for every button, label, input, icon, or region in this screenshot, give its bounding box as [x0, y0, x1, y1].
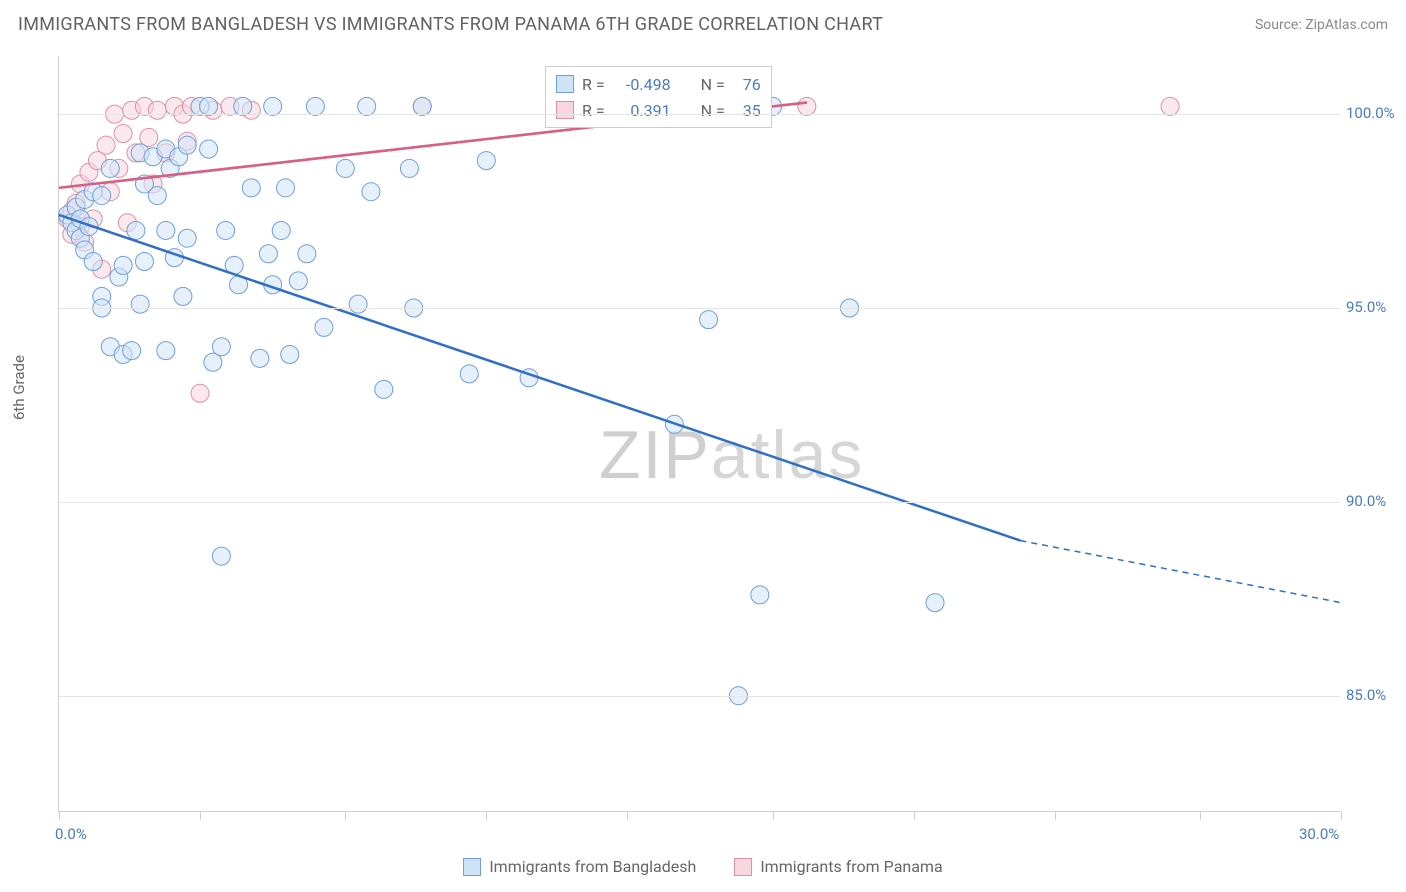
data-point — [264, 97, 282, 115]
data-point — [178, 136, 196, 154]
swatch-panama-small — [556, 101, 574, 119]
fit-line-extrapolated — [1021, 541, 1342, 603]
correlation-stats-box: R = -0.498 N = 76 R = 0.391 N = 35 — [545, 66, 772, 128]
plot-area: ZIPatlas R = -0.498 N = 76 R = 0.391 N =… — [58, 56, 1340, 812]
swatch-bangladesh-small — [556, 75, 574, 93]
r-label: R = — [582, 101, 605, 120]
data-point — [178, 229, 196, 247]
data-point — [212, 338, 230, 356]
data-point — [251, 349, 269, 367]
gridline — [59, 114, 1340, 115]
data-point — [358, 97, 376, 115]
data-point — [460, 365, 478, 383]
n-value-bangladesh: 76 — [733, 75, 761, 94]
x-tick-label: 0.0% — [55, 825, 87, 843]
data-point — [242, 179, 260, 197]
data-point — [191, 384, 209, 402]
gridline — [59, 502, 1340, 503]
y-tick-label: 100.0% — [1346, 104, 1402, 122]
data-point — [276, 179, 294, 197]
data-point — [157, 342, 175, 360]
r-label: R = — [582, 75, 605, 94]
y-tick-label: 95.0% — [1346, 298, 1402, 316]
legend-item-bangladesh: Immigrants from Bangladesh — [463, 857, 696, 876]
x-tick-label: 30.0% — [1299, 825, 1339, 843]
x-tick — [59, 811, 60, 820]
data-point — [93, 187, 111, 205]
data-point — [114, 256, 132, 274]
n-label: N = — [701, 101, 725, 120]
data-point — [272, 221, 290, 239]
data-point — [127, 221, 145, 239]
r-value-bangladesh: -0.498 — [613, 75, 671, 94]
swatch-bangladesh — [463, 858, 481, 876]
data-point — [700, 311, 718, 329]
data-point — [259, 245, 277, 263]
data-point — [114, 125, 132, 143]
data-point — [1161, 97, 1179, 115]
source-attribution: Source: ZipAtlas.com — [1255, 17, 1388, 33]
x-tick — [773, 811, 774, 820]
scatter-svg — [59, 56, 1340, 811]
data-point — [413, 97, 431, 115]
x-tick — [1200, 811, 1201, 820]
fit-line — [59, 215, 1021, 541]
x-tick — [1341, 811, 1342, 820]
gridline — [59, 696, 1340, 697]
data-point — [289, 272, 307, 290]
data-point — [157, 221, 175, 239]
data-point — [148, 101, 166, 119]
data-point — [751, 586, 769, 604]
data-point — [131, 295, 149, 313]
data-point — [148, 187, 166, 205]
data-point — [84, 252, 102, 270]
gridline — [59, 308, 1340, 309]
data-point — [97, 136, 115, 154]
data-point — [123, 342, 141, 360]
data-point — [200, 140, 218, 158]
x-tick — [627, 811, 628, 820]
stat-row-panama: R = 0.391 N = 35 — [556, 97, 761, 123]
y-axis-label: 6th Grade — [10, 355, 28, 420]
data-point — [349, 295, 367, 313]
n-label: N = — [701, 75, 725, 94]
swatch-panama — [734, 858, 752, 876]
y-tick-label: 85.0% — [1346, 686, 1402, 704]
x-tick — [345, 811, 346, 820]
x-tick — [200, 811, 201, 820]
data-point — [217, 221, 235, 239]
bottom-legend: Immigrants from Bangladesh Immigrants fr… — [0, 857, 1406, 876]
data-point — [315, 318, 333, 336]
data-point — [200, 97, 218, 115]
data-point — [798, 97, 816, 115]
legend-item-panama: Immigrants from Panama — [734, 857, 942, 876]
data-point — [375, 380, 393, 398]
data-point — [135, 252, 153, 270]
n-value-panama: 35 — [733, 101, 761, 120]
legend-label-panama: Immigrants from Panama — [760, 857, 942, 876]
data-point — [477, 152, 495, 170]
data-point — [174, 287, 192, 305]
data-point — [298, 245, 316, 263]
data-point — [400, 159, 418, 177]
x-tick — [1055, 811, 1056, 820]
chart-title: IMMIGRANTS FROM BANGLADESH VS IMMIGRANTS… — [18, 14, 883, 35]
stat-row-bangladesh: R = -0.498 N = 76 — [556, 71, 761, 97]
r-value-panama: 0.391 — [613, 101, 671, 120]
y-tick-label: 90.0% — [1346, 492, 1402, 510]
data-point — [362, 183, 380, 201]
data-point — [281, 346, 299, 364]
x-tick — [486, 811, 487, 820]
x-tick — [914, 811, 915, 820]
data-point — [234, 97, 252, 115]
data-point — [212, 547, 230, 565]
data-point — [306, 97, 324, 115]
data-point — [336, 159, 354, 177]
data-point — [926, 594, 944, 612]
legend-label-bangladesh: Immigrants from Bangladesh — [489, 857, 696, 876]
data-point — [101, 159, 119, 177]
